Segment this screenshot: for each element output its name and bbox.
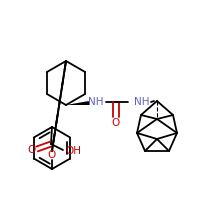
- Text: NH: NH: [134, 97, 150, 107]
- Text: O: O: [48, 150, 56, 160]
- Text: OH: OH: [65, 146, 81, 156]
- Polygon shape: [66, 101, 89, 105]
- Text: O: O: [28, 145, 36, 155]
- Text: O: O: [112, 118, 120, 128]
- Text: NH: NH: [88, 97, 104, 107]
